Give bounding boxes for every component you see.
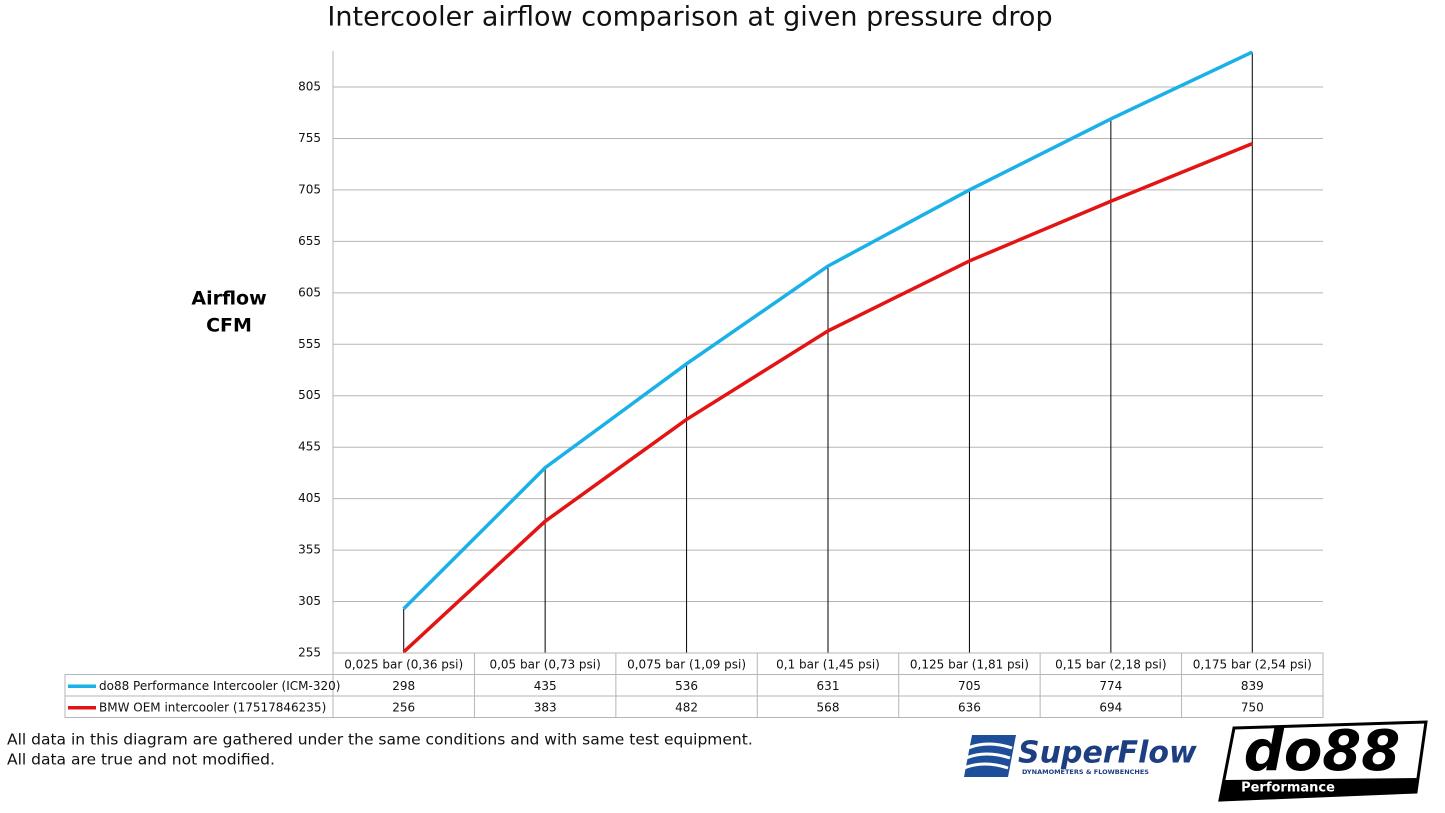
y-tick-label: 605 — [298, 285, 321, 299]
x-tick-label: 0,1 bar (1,45 psi) — [776, 657, 880, 671]
series-line — [402, 50, 1254, 610]
y-tick-label: 655 — [298, 234, 321, 248]
y-tick-label: 255 — [298, 646, 321, 660]
y-tick-label: 555 — [298, 337, 321, 351]
table-value: 536 — [675, 679, 698, 693]
legend-label: BMW OEM intercooler (17517846235) — [99, 700, 326, 714]
x-tick-label: 0,05 bar (0,73 psi) — [489, 657, 600, 671]
y-tick-label: 455 — [298, 440, 321, 454]
logo-tagline: DYNAMOMETERS & FLOWBENCHES — [1022, 768, 1149, 776]
superflow-logo: SuperFlow DYNAMOMETERS & FLOWBENCHES — [963, 735, 1197, 777]
x-tick-label: 0,15 bar (2,18 psi) — [1055, 657, 1166, 671]
x-tick-label: 0,175 bar (2,54 psi) — [1193, 657, 1312, 671]
footnote: All data are true and not modified. — [7, 751, 275, 769]
x-tick-label: 0,125 bar (1,81 psi) — [910, 657, 1029, 671]
table-value: 631 — [817, 679, 840, 693]
y-tick-label: 355 — [298, 543, 321, 557]
table-value: 694 — [1099, 700, 1122, 714]
y-axis-label: Airflow — [191, 288, 266, 310]
y-tick-label: 505 — [298, 388, 321, 402]
table-value: 256 — [392, 700, 415, 714]
y-tick-label: 755 — [298, 131, 321, 145]
table-value: 568 — [817, 700, 840, 714]
y-axis-label: CFM — [206, 315, 252, 337]
logo-tagline: Performance — [1241, 781, 1335, 796]
y-tick-label: 305 — [298, 594, 321, 608]
table-value: 435 — [534, 679, 557, 693]
x-tick-label: 0,025 bar (0,36 psi) — [344, 657, 463, 671]
x-tick-label: 0,075 bar (1,09 psi) — [627, 657, 746, 671]
table-value: 383 — [534, 700, 557, 714]
logo-text: do88 — [1244, 719, 1401, 784]
table-value: 774 — [1099, 679, 1122, 693]
do88-logo: do88 Performance — [1218, 719, 1428, 802]
table-value: 705 — [958, 679, 981, 693]
y-tick-label: 805 — [298, 80, 321, 94]
chart-title: Intercooler airflow comparison at given … — [327, 2, 1052, 33]
table-value: 636 — [958, 700, 981, 714]
table-value: 750 — [1241, 700, 1264, 714]
table-value: 298 — [392, 679, 415, 693]
table-value: 482 — [675, 700, 698, 714]
footnote: All data in this diagram are gathered un… — [7, 731, 753, 749]
legend-label: do88 Performance Intercooler (ICM-320) — [99, 679, 340, 693]
logo-text: SuperFlow — [1018, 736, 1197, 771]
y-tick-label: 405 — [298, 491, 321, 505]
series-line — [402, 141, 1253, 654]
table-value: 839 — [1241, 679, 1264, 693]
y-tick-label: 705 — [298, 182, 321, 196]
